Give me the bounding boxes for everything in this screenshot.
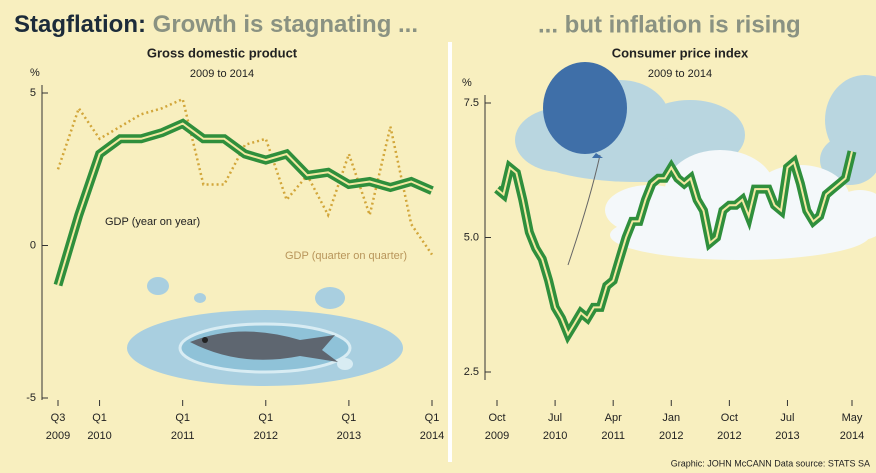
balloon [543, 62, 627, 154]
series-label: GDP (quarter on quarter) [285, 250, 407, 262]
x-tick-label-line: 2014 [840, 430, 864, 442]
x-tick-label-line: Jul [780, 412, 794, 424]
divider [448, 42, 452, 462]
chart-subtitle: 2009 to 2014 [190, 68, 254, 80]
x-tick-label: Jan 2012 [659, 412, 683, 442]
bubble [315, 287, 345, 309]
fish [190, 331, 338, 362]
x-tick-label-line: Q1 [175, 412, 190, 424]
fish-eye [202, 337, 208, 343]
x-tick-label: Jul 2010 [543, 412, 567, 442]
headline: Stagflation: Growth is stagnating ... [14, 11, 418, 38]
y-tick-label: 2.5 [464, 366, 479, 378]
x-tick-label-line: 2012 [254, 430, 278, 442]
x-tick-label-line: 2009 [485, 430, 509, 442]
x-tick-label-line: 2009 [46, 430, 70, 442]
x-tick-label-line: Apr [605, 412, 622, 424]
line-highlight [496, 151, 853, 337]
x-tick-label-line: 2013 [337, 430, 361, 442]
x-tick-label: Q1 2014 [420, 412, 444, 442]
y-tick-label: 5 [30, 87, 36, 99]
x-tick-label-line: Oct [488, 412, 505, 424]
x-tick-label-line: 2012 [659, 430, 683, 442]
headline-left: Growth is stagnating ... [153, 11, 418, 38]
bubble [194, 293, 206, 303]
x-tick-label-line: May [842, 412, 863, 424]
bubble [147, 277, 169, 295]
headline-right: ... but inflation is rising [538, 11, 801, 38]
balloon-string [567, 154, 601, 266]
x-tick-label: Q1 2010 [87, 412, 111, 442]
x-tick-label-line: Oct [721, 412, 738, 424]
x-tick-label: Q1 2012 [254, 412, 278, 442]
chart-subtitle: 2009 to 2014 [648, 68, 712, 80]
x-tick-label-line: 2011 [171, 430, 195, 442]
x-tick-label: Q3 2009 [46, 412, 70, 442]
x-tick-label-line: Q1 [258, 412, 273, 424]
x-tick-label-line: Jul [548, 412, 562, 424]
line-highlight [57, 122, 433, 286]
chart-title: Gross domestic product [147, 45, 298, 60]
headline-lead: Stagflation: [14, 11, 146, 38]
y-tick-label: 7.5 [464, 97, 479, 109]
y-axis-label: % [462, 77, 472, 89]
x-tick-label: Oct 2009 [485, 412, 509, 442]
x-tick-label: May 2014 [840, 412, 864, 442]
credit: Graphic: JOHN McCANN Data source: STATS … [671, 458, 870, 468]
x-tick-label-line: Jan [662, 412, 680, 424]
x-tick-label-line: 2010 [87, 430, 111, 442]
x-tick-label-line: Q1 [342, 412, 357, 424]
x-tick-label-line: Q1 [92, 412, 107, 424]
x-tick-label: Q1 2013 [337, 412, 361, 442]
x-tick-label-line: 2014 [420, 430, 444, 442]
x-tick-label-line: Q3 [51, 412, 66, 424]
bubble [337, 358, 353, 370]
series-label: GDP (year on year) [105, 216, 200, 228]
x-tick-label-line: 2013 [775, 430, 799, 442]
x-tick-label: Jul 2013 [775, 412, 799, 442]
x-tick-label: Oct 2012 [717, 412, 741, 442]
chart-title: Consumer price index [612, 45, 749, 60]
x-tick-label-line: Q1 [425, 412, 440, 424]
y-axis-label: % [30, 67, 40, 79]
x-tick-label-line: 2012 [717, 430, 741, 442]
x-tick-label: Apr 2011 [601, 412, 625, 442]
y-tick-label: -5 [26, 392, 36, 404]
x-tick-label-line: 2011 [601, 430, 625, 442]
y-tick-label: 5.0 [464, 231, 479, 243]
balloon-knot [592, 153, 603, 158]
x-tick-label-line: 2010 [543, 430, 567, 442]
x-tick-label: Q1 2011 [171, 412, 195, 442]
line [56, 97, 434, 256]
y-tick-label: 0 [30, 239, 36, 251]
